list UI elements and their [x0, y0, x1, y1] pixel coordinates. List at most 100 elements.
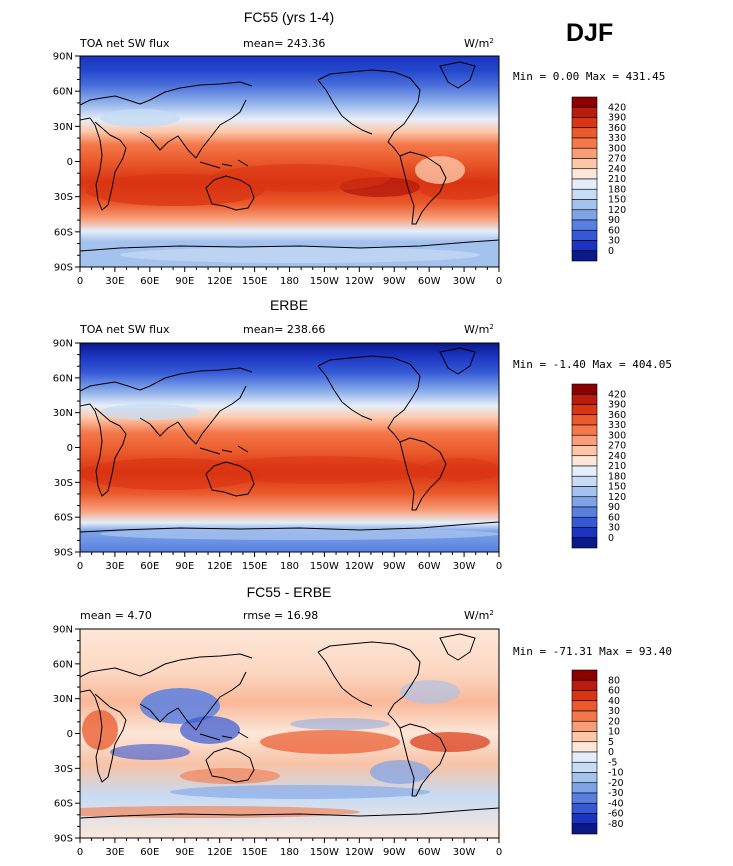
lon-tick-label: 150E	[242, 561, 267, 572]
lon-tick-label: 60E	[140, 847, 159, 858]
colorbar-swatch	[571, 792, 598, 804]
lon-tick-label: 90W	[383, 561, 406, 572]
colorbar-swatch	[571, 486, 598, 498]
colorbar-level-label: 360	[608, 123, 626, 134]
colorbar-level-label: 300	[608, 430, 626, 441]
colorbar-swatch	[571, 445, 598, 457]
panel-title: FC55 - ERBE	[247, 584, 332, 600]
colorbar-swatch	[571, 751, 598, 763]
colorbar-swatch	[571, 168, 598, 180]
colorbar-level-label: -80	[608, 819, 624, 830]
lon-tick-label: 120W	[345, 276, 374, 287]
lon-tick-label: 180	[280, 561, 299, 572]
colorbar-swatch	[571, 137, 598, 149]
colorbar-swatch	[571, 393, 598, 405]
colorbar-level-label: -60	[608, 809, 624, 820]
colorbar-swatch	[571, 434, 598, 446]
colorbar-swatch	[571, 127, 598, 139]
lat-tick-label: 90N	[53, 625, 73, 636]
colorbar-swatch	[571, 772, 598, 784]
colorbar-level-label: 240	[608, 164, 626, 175]
lat-tick-label: 0	[67, 157, 73, 168]
colorbar-swatch	[571, 669, 598, 681]
colorbar-level-label: 80	[608, 675, 620, 686]
colorbar-swatch	[571, 496, 598, 508]
colorbar-level-label: 40	[608, 696, 620, 707]
lat-tick-label: 0	[67, 443, 73, 454]
colorbar-level-label: -5	[608, 757, 617, 768]
lat-tick-label: 90S	[54, 263, 73, 274]
lat-tick-label: 30N	[53, 408, 73, 419]
colorbar-swatch	[571, 199, 598, 211]
colorbar-level-label: -10	[608, 768, 624, 779]
panel-units: W/m2	[464, 323, 494, 336]
colorbar-level-label: 0	[608, 246, 614, 257]
lon-tick-label: 30W	[453, 276, 476, 287]
lon-tick-label: 0	[77, 276, 83, 287]
colorbar-swatch	[571, 383, 598, 395]
colorbar-level-label: 30	[608, 523, 620, 534]
lon-tick-label: 120W	[345, 847, 374, 858]
colorbar-level-label: 270	[608, 441, 626, 452]
lon-tick-label: 150W	[310, 276, 339, 287]
colorbar-level-label: 120	[608, 492, 626, 503]
colorbar-level-label: 90	[608, 215, 620, 226]
colorbar-level-label: 390	[608, 113, 626, 124]
lon-tick-label: 120E	[207, 276, 232, 287]
lon-tick-label: 150E	[242, 847, 267, 858]
colorbar-level-label: 300	[608, 143, 626, 154]
panel-subtitle-center: mean= 243.36	[243, 37, 325, 50]
lon-tick-label: 120E	[207, 847, 232, 858]
panel-subtitle-left: mean = 4.70	[80, 609, 152, 622]
panel-units: W/m2	[464, 37, 494, 50]
lon-tick-label: 0	[496, 276, 502, 287]
lon-tick-label: 30E	[105, 561, 124, 572]
colorbar-swatch	[571, 455, 598, 467]
panel-subtitle-center: rmse = 16.98	[243, 609, 318, 622]
lat-tick-label: 30N	[53, 122, 73, 133]
colorbar-level-label: 150	[608, 482, 626, 493]
panel-difference: FC55 - ERBE mean = 4.70 rmse = 16.98 W/m…	[53, 584, 672, 858]
colorbar-level-label: -20	[608, 778, 624, 789]
colorbar-swatch	[571, 802, 598, 814]
colorbar-level-label: 150	[608, 195, 626, 206]
colorbar-swatch	[571, 188, 598, 200]
colorbar-level-label: 330	[608, 420, 626, 431]
lat-tick-label: 90S	[54, 834, 73, 845]
lon-tick-label: 150E	[242, 276, 267, 287]
colorbar-swatch	[571, 731, 598, 743]
season-label: DJF	[566, 19, 613, 47]
panel-title: FC55 (yrs 1-4)	[244, 9, 334, 25]
map-field	[80, 629, 499, 838]
lon-tick-label: 30E	[105, 276, 124, 287]
colorbar-swatch	[571, 424, 598, 436]
colorbar-swatch	[571, 229, 598, 241]
lat-tick-label: 60N	[53, 373, 73, 384]
lon-tick-label: 60W	[418, 276, 441, 287]
lon-tick-label: 150W	[310, 847, 339, 858]
colorbar-swatch	[571, 465, 598, 477]
colorbar-swatch	[571, 710, 598, 722]
lon-axis: 0 30E 60E 90E 120E 150E 180 150W 120W 90W 60W 30W 0	[77, 267, 502, 287]
lon-tick-label: 120E	[207, 561, 232, 572]
colorbar-level-label: 420	[608, 389, 626, 400]
colorbar-level-label: 360	[608, 410, 626, 421]
map-field	[80, 343, 499, 552]
colorbar-swatch	[571, 516, 598, 528]
colorbar-level-label: 0	[608, 533, 614, 544]
lon-tick-label: 30W	[453, 847, 476, 858]
lat-tick-label: 60S	[54, 799, 73, 810]
lon-tick-label: 60W	[418, 561, 441, 572]
lat-axis: 90N 60N 30N 0 30S 60S 90S	[53, 625, 80, 845]
colorbar-swatch	[571, 250, 598, 262]
lat-tick-label: 90N	[53, 52, 73, 63]
colorbar-level-label: 210	[608, 461, 626, 472]
colorbar-swatch	[571, 96, 598, 108]
lon-tick-label: 150W	[310, 561, 339, 572]
colorbar-level-label: 210	[608, 174, 626, 185]
colorbar-swatch	[571, 700, 598, 712]
lat-axis: 90N 60N 30N 0 30S 60S 90S	[53, 339, 80, 559]
